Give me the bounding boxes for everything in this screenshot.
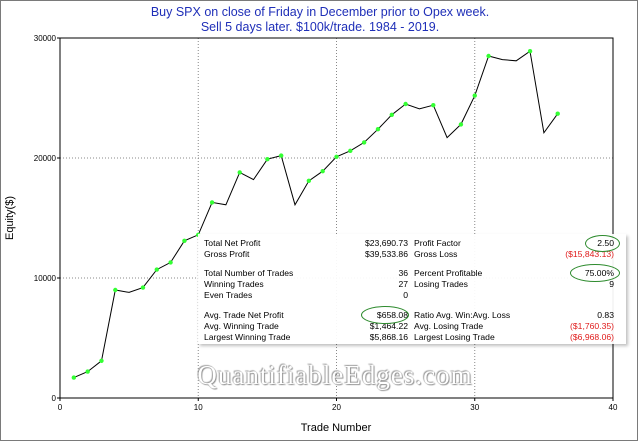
- y-tick-label: 30000: [34, 34, 57, 43]
- trade-point: [458, 122, 464, 127]
- trade-point: [182, 238, 187, 243]
- x-tick-label: 30: [470, 403, 479, 412]
- trade-point: [168, 260, 173, 265]
- grid-lines: [60, 38, 613, 398]
- chart-title-line-2: Sell 5 days later. $100k/trade. 1984 - 2…: [200, 20, 440, 34]
- watermark: QuantifiableEdges.com: [197, 360, 473, 390]
- trade-point: [154, 267, 159, 272]
- trade-point: [209, 200, 215, 205]
- trade-point: [99, 358, 104, 363]
- trade-point: [486, 53, 491, 59]
- chart-title-line-1: Buy SPX on close of Friday in December p…: [150, 5, 490, 19]
- x-tick-label: 10: [194, 403, 203, 412]
- axis-ticks: 0 10 20 30 40 0 10000 20000 30000: [34, 34, 618, 412]
- highlight-percent-profitable: [570, 264, 620, 282]
- highlight-avg-trade-net-profit: [361, 306, 409, 324]
- x-tick-label: 0: [58, 403, 63, 412]
- trade-point: [320, 169, 325, 174]
- trade-point: [306, 178, 312, 183]
- y-tick-label: 20000: [34, 154, 57, 163]
- trade-point: [431, 103, 436, 108]
- trade-point: [361, 140, 367, 145]
- trade-point: [279, 153, 284, 158]
- trade-point: [403, 101, 408, 107]
- equity-line: [73, 50, 559, 379]
- trade-points: [71, 49, 560, 380]
- trade-point: [472, 93, 477, 98]
- trade-point: [113, 287, 118, 293]
- trade-point: [555, 111, 560, 116]
- stats-panel: Total Net Profit $23,690.73 Gross Profit…: [198, 234, 626, 344]
- trade-point: [265, 157, 270, 162]
- trade-point: [237, 170, 242, 175]
- y-axis-title: Equity($): [4, 196, 16, 240]
- trade-point: [389, 112, 394, 118]
- trade-point: [527, 49, 533, 54]
- x-tick-label: 40: [609, 403, 618, 412]
- y-tick-label: 0: [52, 394, 57, 403]
- y-tick-label: 10000: [34, 274, 57, 283]
- trade-point: [375, 127, 381, 132]
- x-tick-label: 20: [332, 403, 341, 412]
- x-axis-title: Trade Number: [301, 422, 372, 434]
- trade-point: [334, 154, 339, 159]
- trade-point: [71, 375, 77, 380]
- trade-point: [140, 285, 146, 290]
- trade-point: [348, 148, 353, 153]
- trade-point: [85, 369, 90, 374]
- highlight-profit-factor: [585, 235, 620, 252]
